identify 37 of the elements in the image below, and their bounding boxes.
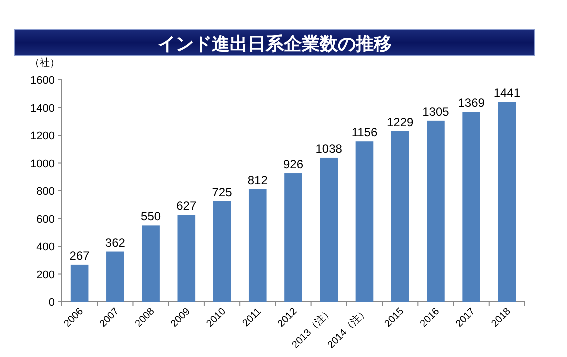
bar <box>70 264 89 302</box>
y-tick-label: 1000 <box>30 158 55 170</box>
y-tick-label: 600 <box>36 214 55 226</box>
bar <box>391 131 410 302</box>
y-tick-label: 1200 <box>30 130 55 142</box>
y-axis-title: （社） <box>30 57 60 69</box>
bar <box>213 201 232 302</box>
y-tick-label: 1400 <box>30 102 55 115</box>
data-label: 1369 <box>458 96 486 110</box>
chart-title: インド進出日系企業数の推移 <box>158 34 392 54</box>
bar <box>462 112 480 302</box>
data-label: 267 <box>70 248 90 263</box>
bar <box>142 226 160 302</box>
data-label: 627 <box>176 199 197 214</box>
data-label: 926 <box>283 158 304 172</box>
y-tick-label: 1600 <box>30 75 55 87</box>
data-label: 1038 <box>316 142 343 156</box>
data-label: 550 <box>141 210 162 224</box>
bar <box>356 142 374 302</box>
data-label: 725 <box>212 185 233 200</box>
y-tick-label: 0 <box>48 297 55 309</box>
y-tick-label: 400 <box>36 242 55 254</box>
y-tick-label: 200 <box>36 269 55 282</box>
data-label: 812 <box>248 173 268 188</box>
bar <box>248 189 267 302</box>
data-label: 1229 <box>386 115 414 130</box>
bar <box>320 158 338 302</box>
bar <box>106 252 124 302</box>
bar <box>284 174 302 302</box>
y-tick-label: 800 <box>36 186 55 198</box>
data-label: 1441 <box>494 86 521 100</box>
bar <box>178 215 196 302</box>
data-label: 362 <box>105 236 126 250</box>
bar <box>498 102 516 302</box>
bar <box>427 120 445 302</box>
data-label: 1305 <box>422 104 450 119</box>
data-label: 1156 <box>352 126 378 140</box>
